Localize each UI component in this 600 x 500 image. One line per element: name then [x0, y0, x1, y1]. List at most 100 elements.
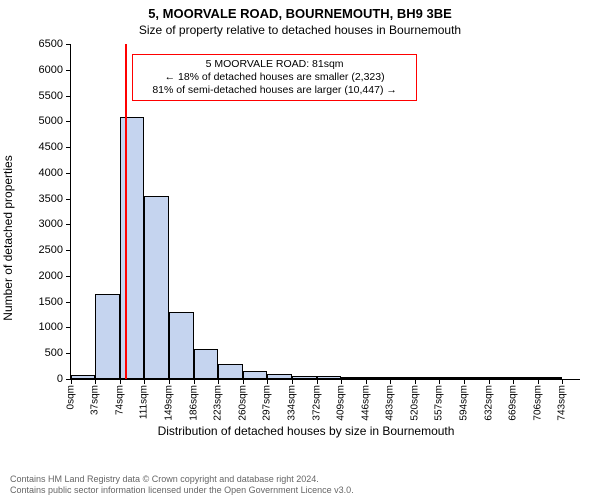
footer-line-1: Contains HM Land Registry data © Crown c… — [10, 474, 354, 485]
histogram-bar — [194, 349, 218, 379]
x-tick-mark — [95, 379, 96, 384]
histogram-bar — [390, 377, 414, 379]
x-tick-mark — [562, 379, 563, 384]
y-tick-label: 6500 — [39, 38, 63, 50]
x-tick-label: 520sqm — [409, 385, 420, 421]
x-tick-label: 483sqm — [385, 385, 396, 421]
x-tick-label: 632sqm — [483, 385, 494, 421]
chart-container: Number of detached properties 0500100015… — [26, 40, 586, 436]
x-tick-mark — [169, 379, 170, 384]
y-tick-label: 4500 — [39, 141, 63, 153]
y-tick-label: 3000 — [39, 218, 63, 230]
y-tick-label: 6000 — [39, 64, 63, 76]
y-tick-label: 0 — [57, 373, 63, 385]
x-tick-mark — [538, 379, 539, 384]
x-tick-mark — [292, 379, 293, 384]
x-tick-label: 297sqm — [262, 385, 273, 421]
x-tick-mark — [243, 379, 244, 384]
footer-line-2: Contains public sector information licen… — [10, 485, 354, 496]
x-tick-label: 334sqm — [286, 385, 297, 421]
x-tick-label: 669sqm — [508, 385, 519, 421]
subject-marker-line — [125, 44, 127, 379]
x-tick-mark — [267, 379, 268, 384]
y-tick-label: 500 — [45, 347, 63, 359]
x-tick-label: 372sqm — [311, 385, 322, 421]
histogram-bar — [415, 377, 439, 379]
histogram-bar — [95, 294, 119, 379]
x-tick-label: 223sqm — [213, 385, 224, 421]
y-tick-mark — [66, 121, 71, 122]
histogram-bar — [366, 377, 390, 379]
x-tick-label: 557sqm — [434, 385, 445, 421]
x-tick-mark — [144, 379, 145, 384]
plot-area: 0500100015002000250030003500400045005000… — [70, 44, 580, 380]
annotation-line-3: 81% of semi-detached houses are larger (… — [139, 84, 410, 97]
x-tick-label: 409sqm — [336, 385, 347, 421]
y-tick-mark — [66, 96, 71, 97]
x-tick-mark — [194, 379, 195, 384]
chart-title-main: 5, MOORVALE ROAD, BOURNEMOUTH, BH9 3BE — [0, 0, 600, 21]
x-tick-label: 260sqm — [237, 385, 248, 421]
y-tick-label: 5500 — [39, 90, 63, 102]
y-tick-mark — [66, 250, 71, 251]
x-tick-mark — [71, 379, 72, 384]
histogram-bar — [513, 377, 537, 379]
x-tick-mark — [390, 379, 391, 384]
x-tick-label: 446sqm — [360, 385, 371, 421]
y-tick-mark — [66, 276, 71, 277]
histogram-bar — [489, 377, 513, 379]
x-tick-label: 74sqm — [114, 385, 125, 415]
histogram-bar — [218, 364, 242, 379]
annotation-box: 5 MOORVALE ROAD: 81sqm← 18% of detached … — [132, 54, 417, 101]
histogram-bar — [243, 371, 267, 379]
y-tick-mark — [66, 70, 71, 71]
y-tick-mark — [66, 173, 71, 174]
x-tick-mark — [341, 379, 342, 384]
x-tick-label: 186sqm — [188, 385, 199, 421]
histogram-bar — [267, 374, 291, 379]
x-tick-mark — [366, 379, 367, 384]
y-tick-label: 1000 — [39, 321, 63, 333]
x-tick-label: 37sqm — [90, 385, 101, 415]
x-tick-mark — [489, 379, 490, 384]
histogram-bar — [341, 377, 365, 379]
annotation-line-2: ← 18% of detached houses are smaller (2,… — [139, 71, 410, 84]
x-tick-mark — [439, 379, 440, 384]
footer-attribution: Contains HM Land Registry data © Crown c… — [10, 474, 354, 496]
y-tick-mark — [66, 302, 71, 303]
histogram-bar — [292, 376, 317, 379]
x-tick-label: 743sqm — [557, 385, 568, 421]
y-tick-label: 3500 — [39, 193, 63, 205]
x-tick-mark — [513, 379, 514, 384]
y-tick-mark — [66, 224, 71, 225]
y-tick-mark — [66, 44, 71, 45]
x-tick-label: 594sqm — [458, 385, 469, 421]
histogram-bar — [464, 377, 489, 379]
y-tick-mark — [66, 147, 71, 148]
histogram-bar — [538, 377, 562, 379]
histogram-bar — [144, 196, 169, 379]
y-tick-mark — [66, 353, 71, 354]
y-tick-label: 2000 — [39, 270, 63, 282]
x-tick-mark — [464, 379, 465, 384]
y-axis-label: Number of detached properties — [1, 155, 15, 320]
y-tick-label: 1500 — [39, 296, 63, 308]
histogram-bar — [439, 377, 463, 379]
y-tick-mark — [66, 199, 71, 200]
x-tick-label: 111sqm — [139, 385, 150, 419]
y-tick-label: 2500 — [39, 244, 63, 256]
y-tick-mark — [66, 327, 71, 328]
annotation-line-1: 5 MOORVALE ROAD: 81sqm — [139, 58, 410, 71]
histogram-bar — [71, 375, 95, 379]
x-tick-label: 0sqm — [66, 385, 77, 409]
x-tick-mark — [218, 379, 219, 384]
histogram-bar — [317, 376, 341, 379]
x-tick-mark — [120, 379, 121, 384]
x-axis-label: Distribution of detached houses by size … — [26, 424, 586, 438]
x-tick-mark — [415, 379, 416, 384]
x-tick-mark — [317, 379, 318, 384]
x-tick-label: 706sqm — [532, 385, 543, 421]
histogram-bar — [169, 312, 193, 379]
x-tick-label: 149sqm — [164, 385, 175, 421]
chart-title-sub: Size of property relative to detached ho… — [0, 21, 600, 37]
